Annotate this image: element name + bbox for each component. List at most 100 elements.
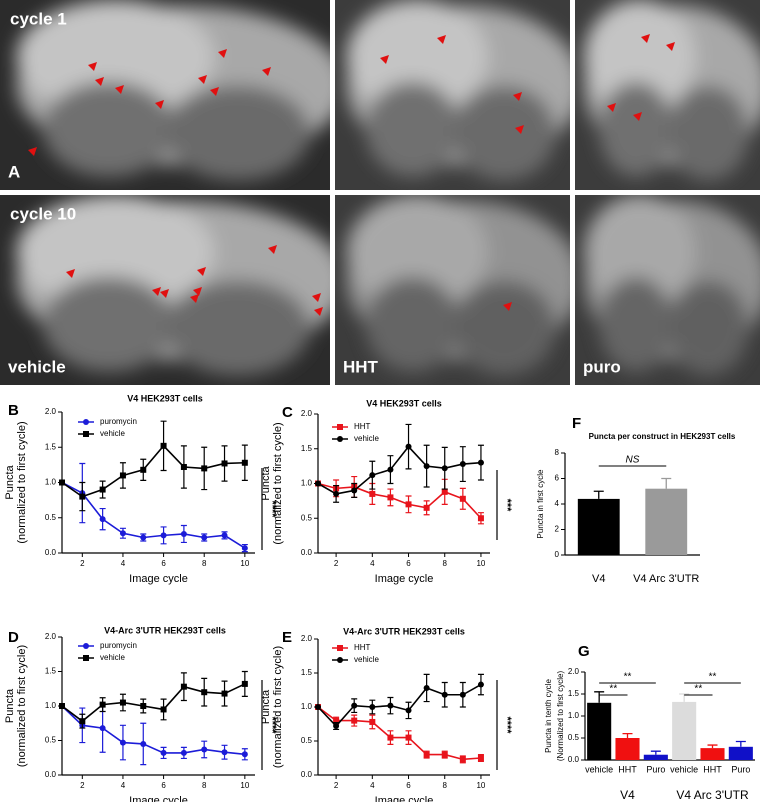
y-tick-label: 0.0 [301,548,313,557]
arrowhead [262,67,271,76]
marker [441,488,448,495]
marker [99,486,106,493]
marker [180,749,187,756]
marker [160,442,167,449]
marker [387,734,394,741]
y-tick-label: 2.0 [45,407,57,416]
significance-label: **** [501,716,513,734]
marker [459,461,466,468]
arrowhead [152,287,161,296]
x-tick-label: 2 [334,559,339,568]
y-tick-label: 2.0 [301,634,313,643]
series-line [61,683,246,723]
marker [160,749,167,756]
significance-label: **** [266,500,278,518]
marker [221,690,228,697]
marker [459,756,466,763]
x-axis-label: Image cycle [375,573,434,585]
marker [140,534,147,541]
legend-marker [83,655,89,661]
cell [16,195,215,309]
marker [351,717,358,724]
marker [423,684,430,691]
marker [59,479,65,486]
arrowhead [633,112,642,121]
nucleus [365,81,460,177]
marker [241,751,248,758]
marker [180,463,187,470]
y-axis-label: (Normalized to first cycle) [556,671,565,762]
cell [16,0,215,114]
legend-label: HHT [354,422,371,431]
marker [201,465,208,472]
x-tick-label: 2 [334,781,339,790]
arrowhead [513,92,522,101]
arrowhead [95,77,104,86]
bar [577,498,620,555]
legend-marker [83,419,89,425]
cell [346,0,488,114]
x-tick-label: vehicle [670,764,698,774]
marker [79,493,86,500]
cell-body [346,0,570,181]
arrowhead [515,125,524,134]
x-tick-label: Puro [646,764,665,774]
series-line [317,445,482,495]
panel-letter: E [282,629,292,646]
legend-marker [337,436,343,442]
x-tick-label: 10 [476,559,485,568]
cell-body [584,195,760,376]
series-line [317,683,482,728]
arrowhead [190,294,199,303]
marker [405,501,412,508]
marker [387,702,394,709]
legend-label: puromycin [100,417,137,426]
y-tick-label: 0.0 [45,548,57,557]
marker [351,702,358,709]
y-tick-label: 1.5 [301,444,313,453]
bar [645,488,688,555]
marker [423,751,430,758]
marker [333,723,340,730]
marker [369,718,376,725]
legend-marker [83,643,89,649]
y-tick-label: 2.0 [568,667,580,676]
marker [315,704,321,710]
marker [477,681,484,688]
y-tick-label: 1.0 [45,478,57,487]
legend-label: vehicle [354,655,379,664]
micrograph [0,0,330,190]
y-tick-label: 1.5 [45,442,57,451]
x-tick-label: 6 [161,559,166,568]
arrowhead [115,85,124,94]
marker [140,466,147,473]
marker [405,443,412,450]
legend-label: vehicle [100,653,125,662]
arrowhead [312,293,321,302]
image-label: cycle 10 [10,204,76,223]
micrograph [0,195,330,385]
marker [477,459,484,466]
marker [315,480,321,487]
arrowhead [160,289,169,298]
marker [405,707,412,714]
image-label: HHT [343,357,379,376]
marker [477,755,484,761]
marker [241,545,248,552]
significance-label: **** [266,716,278,734]
y-tick-label: 1.5 [45,667,57,676]
legend-label: vehicle [354,434,379,443]
marker [140,740,147,747]
y-axis-label: Puncta [4,464,16,499]
arrowhead [503,302,512,311]
y-tick-label: 0.0 [45,770,57,779]
y-tick-label: 1.5 [568,689,580,698]
error-bar [622,732,633,738]
legend-label: vehicle [100,429,125,438]
marker [333,490,340,497]
y-tick-label: 0.5 [568,733,580,742]
x-axis-label: Image cycle [129,795,188,802]
marker [387,494,394,501]
micrograph [335,0,570,190]
